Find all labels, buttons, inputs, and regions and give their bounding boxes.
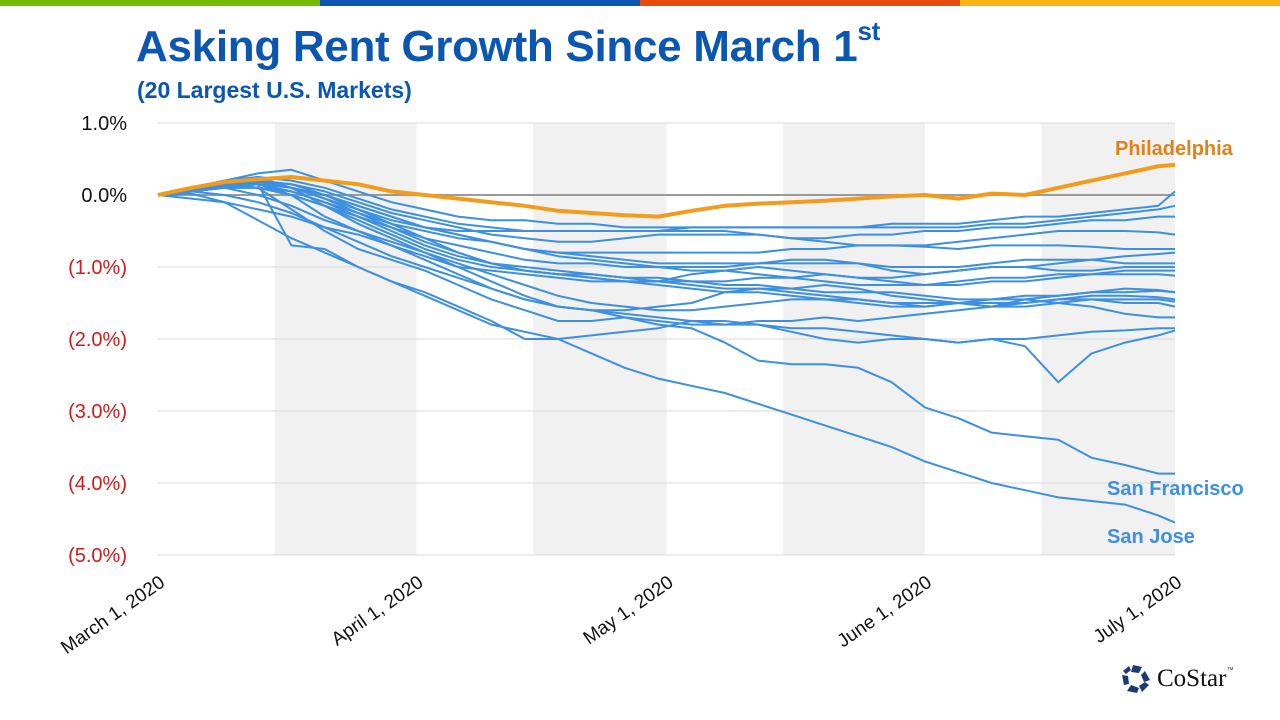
costar-logo-tm: ™: [1226, 666, 1234, 674]
series-label-san-jose: San Jose: [1107, 526, 1195, 548]
top-bar-segment-yellow: [960, 0, 1280, 6]
chart-title-text: Asking Rent Growth Since March 1: [136, 22, 858, 71]
series-line-market-21: [157, 190, 1175, 344]
series-labels: Philadelphia San Francisco San Jose: [1107, 138, 1244, 548]
chart-title: Asking Rent Growth Since March 1st: [136, 16, 880, 72]
series-line-market-15: [157, 179, 1176, 247]
top-bar-segment-orange: [640, 0, 960, 6]
series-lines: [157, 162, 1176, 524]
chart-title-superscript: st: [857, 16, 880, 46]
series-line-market-5: [157, 183, 1175, 326]
x-tick-label: April 1, 2020: [328, 572, 427, 650]
costar-logo-text: CoStar: [1157, 665, 1227, 692]
top-color-bar: [0, 0, 1280, 6]
series-line-san-francisco: [157, 183, 1175, 475]
series-label-philadelphia: Philadelphia: [1115, 138, 1234, 160]
y-tick-label: 0.0%: [81, 185, 127, 207]
top-bar-segment-green: [0, 0, 320, 6]
x-tick-label: July 1, 2020: [1090, 572, 1186, 648]
series-line-market-20: [157, 186, 1176, 312]
top-bar-segment-blue: [320, 0, 640, 6]
chart-subtitle: (20 Largest U.S. Markets): [137, 77, 412, 103]
y-tick-label: (1.0%): [68, 257, 127, 279]
y-tick-label: (2.0%): [68, 329, 127, 351]
series-line-market-12: [157, 183, 1175, 268]
series-line-philadelphia: [157, 162, 1176, 219]
x-tick-label: May 1, 2020: [580, 572, 678, 649]
series-label-san-francisco: San Francisco: [1107, 478, 1244, 500]
costar-star-icon: [1122, 665, 1150, 693]
x-tick-label: March 1, 2020: [57, 572, 169, 659]
y-tick-label: (4.0%): [68, 473, 127, 495]
y-tick-label: (5.0%): [68, 545, 127, 567]
y-tick-label: (3.0%): [68, 401, 127, 423]
y-tick-label: 1.0%: [81, 113, 127, 135]
series-line-market-4: [157, 179, 1176, 384]
series-line-market-17: [157, 176, 1176, 232]
series-line-market-14: [157, 186, 1175, 254]
series-line-market-16: [157, 179, 1175, 240]
series-line-market-19: [157, 183, 1176, 286]
y-axis-ticks: 1.0% 0.0% (1.0%) (2.0%) (3.0%) (4.0%) (5.0%): [68, 113, 127, 567]
x-tick-label: June 1, 2020: [834, 572, 936, 652]
costar-logo: CoStar ™: [1121, 664, 1233, 694]
series-line-san-jose: [157, 192, 1176, 524]
x-axis-ticks: March 1, 2020 April 1, 2020 May 1, 2020 Jun…: [57, 572, 1186, 659]
